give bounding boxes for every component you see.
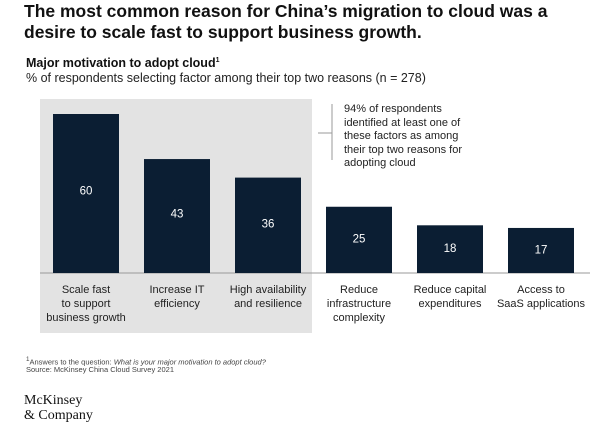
logo-line-1: McKinsey <box>24 393 83 408</box>
source-note: Source: McKinsey China Cloud Survey 2021 <box>26 365 174 374</box>
bar-value-label: 25 <box>353 234 366 246</box>
footnote-number: 1 <box>26 356 30 363</box>
chart-caption: % of respondents selecting factor among … <box>26 71 426 85</box>
annotation-text: 94% of respondents identified at least o… <box>344 103 463 169</box>
footnote-prefix: Answers to the question: <box>29 357 114 367</box>
page-headline: The most common reason for China’s migra… <box>24 1 548 42</box>
footnote: 1Answers to the question: What is your m… <box>26 355 266 368</box>
footnote-question: What is your major motivation to adopt c… <box>113 357 266 367</box>
category-label: Scale fast to support business growth <box>31 283 141 325</box>
category-label: Reduce infrastructure complexity <box>304 283 414 325</box>
category-label-line: and resilience <box>234 298 302 310</box>
bar <box>53 114 119 273</box>
category-label-line: to support <box>61 298 111 310</box>
bar-value-label: 17 <box>535 245 548 257</box>
bar <box>326 206 392 273</box>
category-label: Increase IT efficiency <box>122 283 232 311</box>
bars-group: 60 43 36 25 18 17 <box>53 114 574 273</box>
bar-value-label: 60 <box>80 185 93 197</box>
category-label-line: Scale fast <box>61 284 111 296</box>
bar-value-label: 36 <box>262 218 275 230</box>
category-label-line: Access to <box>517 284 565 296</box>
category-label-line: infrastructure <box>326 298 392 310</box>
bar-value-label: 43 <box>171 209 184 221</box>
logo-line-2: & Company <box>24 408 93 423</box>
category-label-line: efficiency <box>154 298 200 310</box>
category-label: Reduce capital expenditures <box>395 283 505 311</box>
bar <box>417 225 483 273</box>
bar-value-label: 18 <box>444 243 457 255</box>
bar <box>144 159 210 273</box>
category-label-line: Reduce capital <box>413 284 487 296</box>
category-label-line: Increase IT <box>149 284 205 296</box>
category-label-line: Reduce <box>340 284 378 296</box>
bar <box>508 227 574 273</box>
annotation-bracket <box>318 104 333 160</box>
category-label-line: High availability <box>229 284 307 296</box>
category-label: Access to SaaS applications <box>486 283 596 311</box>
chart-subtitle: Major motivation to adopt cloud1 <box>26 56 219 70</box>
footnote-marker: 1 <box>215 56 220 64</box>
mckinsey-logo: McKinsey & Company <box>24 393 93 423</box>
category-label-line: expenditures <box>418 298 482 310</box>
category-label-line: business growth <box>46 312 126 324</box>
category-label-line: SaaS applications <box>496 298 586 310</box>
bar <box>235 177 301 273</box>
chart-subtitle-text: Major motivation to adopt cloud <box>26 56 216 70</box>
category-label: High availability and resilience <box>213 283 323 311</box>
category-label-line: complexity <box>333 312 385 324</box>
